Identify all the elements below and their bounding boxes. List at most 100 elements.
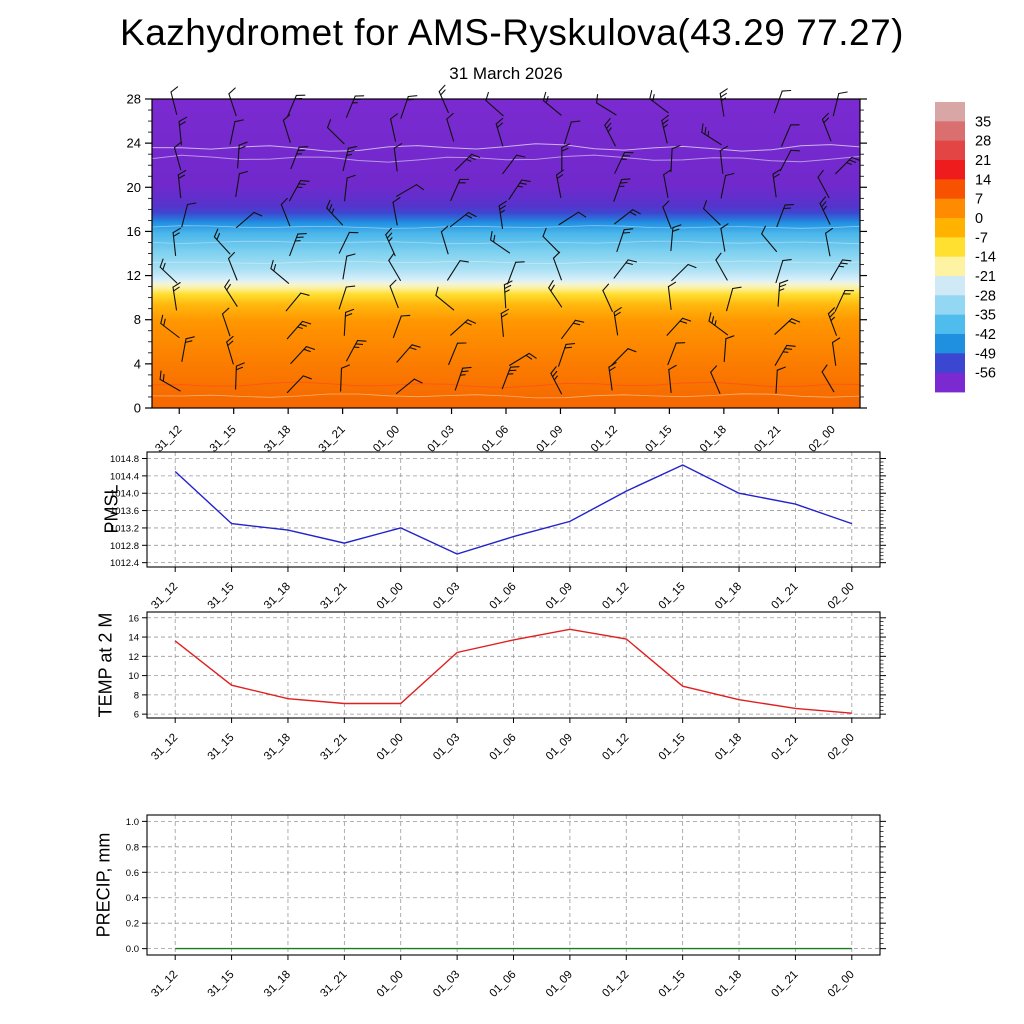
svg-text:24: 24 bbox=[127, 136, 141, 151]
svg-text:01_21: 01_21 bbox=[752, 424, 783, 455]
svg-text:1.0: 1.0 bbox=[126, 817, 139, 828]
svg-text:20: 20 bbox=[127, 180, 141, 195]
svg-text:01_18: 01_18 bbox=[698, 424, 729, 455]
svg-text:01_15: 01_15 bbox=[657, 969, 688, 1000]
svg-text:-28: -28 bbox=[975, 288, 996, 304]
pmsl-axis-label: PMSL bbox=[101, 484, 122, 534]
pmsl-panel: 31_12 31_15 31_18 31_21 01_00 01_03 01_06 01_09… bbox=[110, 451, 886, 612]
svg-text:01_00: 01_00 bbox=[375, 581, 406, 612]
colorbar: 35 28 21 14 7 0 -7 -14 -21 -28 -35 -42 -49 -56 bbox=[935, 102, 996, 393]
svg-text:28: 28 bbox=[127, 92, 141, 107]
svg-text:01_00: 01_00 bbox=[375, 732, 406, 763]
svg-text:1013.6: 1013.6 bbox=[110, 506, 139, 517]
svg-text:31_21: 31_21 bbox=[318, 969, 349, 1000]
svg-text:21: 21 bbox=[975, 153, 991, 169]
svg-text:35: 35 bbox=[975, 114, 991, 130]
svg-text:01_21: 01_21 bbox=[769, 969, 800, 1000]
svg-text:10: 10 bbox=[128, 671, 139, 682]
svg-text:01_18: 01_18 bbox=[713, 969, 744, 1000]
svg-text:16: 16 bbox=[127, 224, 141, 239]
svg-text:-14: -14 bbox=[975, 250, 996, 266]
svg-text:02_00: 02_00 bbox=[807, 424, 838, 455]
svg-text:31_15: 31_15 bbox=[206, 969, 237, 1000]
svg-text:01_18: 01_18 bbox=[713, 732, 744, 763]
svg-text:01_03: 01_03 bbox=[431, 732, 462, 763]
svg-text:01_15: 01_15 bbox=[643, 424, 674, 455]
svg-text:31_12: 31_12 bbox=[149, 969, 180, 1000]
svg-text:01_03: 01_03 bbox=[431, 969, 462, 1000]
svg-text:-35: -35 bbox=[975, 308, 996, 324]
svg-text:31_21: 31_21 bbox=[318, 732, 349, 763]
svg-text:31_15: 31_15 bbox=[206, 581, 237, 612]
page-title: Kazhydromet for AMS-Ryskulova(43.29 77.2… bbox=[120, 12, 904, 53]
svg-text:0.4: 0.4 bbox=[126, 893, 139, 904]
svg-text:01_09: 01_09 bbox=[544, 969, 575, 1000]
svg-text:0.6: 0.6 bbox=[126, 868, 139, 879]
svg-text:01_12: 01_12 bbox=[600, 969, 631, 1000]
svg-text:31_15: 31_15 bbox=[208, 424, 239, 455]
svg-text:01_09: 01_09 bbox=[544, 581, 575, 612]
svg-text:01_09: 01_09 bbox=[544, 732, 575, 763]
svg-text:1014.4: 1014.4 bbox=[110, 471, 139, 482]
svg-text:01_18: 01_18 bbox=[713, 581, 744, 612]
svg-text:02_00: 02_00 bbox=[826, 581, 857, 612]
svg-text:01_00: 01_00 bbox=[375, 969, 406, 1000]
precip-axis-label: PRECIP, mm bbox=[93, 832, 114, 938]
svg-text:02_00: 02_00 bbox=[826, 732, 857, 763]
svg-text:31_15: 31_15 bbox=[206, 732, 237, 763]
svg-text:01_00: 01_00 bbox=[371, 424, 402, 455]
precip-panel: 31_12 31_15 31_18 31_21 01_00 01_03 01_06 01_09… bbox=[126, 814, 886, 1000]
svg-text:16: 16 bbox=[128, 613, 139, 624]
svg-text:01_12: 01_12 bbox=[600, 732, 631, 763]
svg-text:01_12: 01_12 bbox=[600, 581, 631, 612]
svg-text:14: 14 bbox=[975, 172, 991, 188]
temp-2m-panel: 31_12 31_15 31_18 31_21 01_00 01_03 01_06 01_09… bbox=[128, 611, 886, 763]
svg-text:31_12: 31_12 bbox=[149, 732, 180, 763]
svg-text:01_06: 01_06 bbox=[488, 581, 519, 612]
svg-text:-49: -49 bbox=[975, 346, 996, 362]
svg-text:0.0: 0.0 bbox=[126, 944, 139, 955]
svg-text:8: 8 bbox=[134, 690, 139, 701]
svg-text:01_15: 01_15 bbox=[657, 732, 688, 763]
svg-text:-7: -7 bbox=[975, 230, 988, 246]
svg-text:01_06: 01_06 bbox=[480, 424, 511, 455]
svg-text:31_18: 31_18 bbox=[262, 424, 293, 455]
svg-text:02_00: 02_00 bbox=[826, 969, 857, 1000]
svg-text:01_06: 01_06 bbox=[488, 969, 519, 1000]
svg-text:01_06: 01_06 bbox=[488, 732, 519, 763]
svg-text:14: 14 bbox=[128, 633, 139, 644]
svg-text:31_12: 31_12 bbox=[149, 581, 180, 612]
svg-text:01_15: 01_15 bbox=[657, 581, 688, 612]
svg-text:31_18: 31_18 bbox=[262, 581, 293, 612]
svg-text:1014.8: 1014.8 bbox=[110, 454, 139, 465]
svg-text:0: 0 bbox=[134, 401, 141, 416]
svg-text:1014.0: 1014.0 bbox=[110, 489, 139, 500]
svg-text:-42: -42 bbox=[975, 327, 996, 343]
svg-text:1012.4: 1012.4 bbox=[110, 558, 139, 569]
svg-text:31_21: 31_21 bbox=[317, 424, 348, 455]
svg-text:-56: -56 bbox=[975, 366, 996, 382]
pmsl-series-line bbox=[174, 464, 853, 555]
svg-text:01_12: 01_12 bbox=[589, 424, 620, 455]
svg-text:01_03: 01_03 bbox=[431, 581, 462, 612]
svg-text:01_03: 01_03 bbox=[426, 424, 457, 455]
svg-text:28: 28 bbox=[975, 134, 991, 150]
temp-2m-series-line bbox=[174, 628, 852, 714]
svg-text:0: 0 bbox=[975, 211, 983, 227]
svg-text:4: 4 bbox=[134, 356, 141, 371]
svg-text:1013.2: 1013.2 bbox=[110, 523, 139, 534]
svg-text:-21: -21 bbox=[975, 269, 996, 285]
svg-text:8: 8 bbox=[134, 312, 141, 327]
svg-text:31_18: 31_18 bbox=[262, 969, 293, 1000]
svg-text:0.2: 0.2 bbox=[126, 919, 139, 930]
svg-text:01_21: 01_21 bbox=[769, 732, 800, 763]
svg-text:31_21: 31_21 bbox=[318, 581, 349, 612]
svg-text:1012.8: 1012.8 bbox=[110, 541, 139, 552]
svg-text:31_12: 31_12 bbox=[153, 424, 184, 455]
svg-text:7: 7 bbox=[975, 192, 983, 208]
svg-text:6: 6 bbox=[134, 710, 139, 721]
svg-text:12: 12 bbox=[127, 268, 141, 283]
svg-text:01_09: 01_09 bbox=[534, 424, 565, 455]
